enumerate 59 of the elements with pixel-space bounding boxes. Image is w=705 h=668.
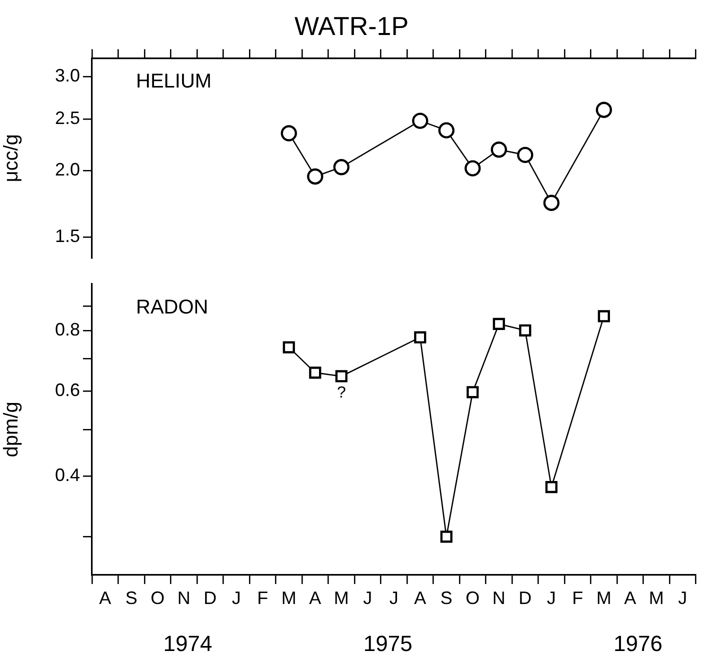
y-tick-label: 2.0 bbox=[54, 160, 80, 180]
point bbox=[307, 168, 324, 185]
point bbox=[543, 194, 560, 211]
x-tick-label: A bbox=[414, 588, 426, 608]
annotation: HELIUM bbox=[136, 70, 212, 93]
x-tick-label: J bbox=[546, 588, 556, 608]
x-tick-label: D bbox=[204, 588, 217, 608]
chart-title: WATR-1P bbox=[294, 10, 409, 41]
x-tick-label: O bbox=[150, 588, 165, 608]
point bbox=[519, 324, 532, 336]
y-axis-title: μcc/g bbox=[0, 134, 23, 182]
x2-tick-label: 1974 bbox=[163, 630, 212, 656]
y-tick-label: 0.6 bbox=[54, 380, 80, 400]
x-tick-label: M bbox=[648, 588, 664, 608]
point bbox=[596, 102, 612, 118]
y-tick-label: 3.0 bbox=[54, 66, 80, 86]
x-tick-label: D bbox=[518, 588, 532, 608]
x-tick-label: S bbox=[440, 588, 452, 608]
annotation: RADON bbox=[136, 296, 208, 318]
x-tick-label: J bbox=[232, 588, 241, 608]
x-tick-label: F bbox=[572, 588, 584, 608]
x-tick-label: N bbox=[492, 588, 506, 608]
point bbox=[598, 310, 610, 322]
x2-tick-label: 1975 bbox=[363, 630, 412, 656]
point bbox=[282, 341, 295, 354]
x-tick-label: N bbox=[177, 588, 190, 608]
point bbox=[335, 370, 348, 382]
x-tick-label: S bbox=[125, 588, 138, 608]
y-tick-label: 1.5 bbox=[54, 226, 80, 246]
x-tick-label: A bbox=[309, 588, 322, 608]
point bbox=[466, 386, 479, 398]
x-tick-label: A bbox=[99, 588, 112, 608]
y-axis-title: dpm/g bbox=[0, 402, 23, 458]
x-tick-label: M bbox=[281, 588, 296, 608]
x-tick-label: J bbox=[363, 588, 372, 608]
y-tick-label: 0.8 bbox=[54, 320, 80, 340]
point bbox=[438, 122, 455, 138]
x-tick-label: M bbox=[334, 588, 349, 608]
x-tick-label: J bbox=[389, 588, 398, 608]
data-label: ? bbox=[336, 384, 346, 402]
x-tick-label: O bbox=[466, 588, 480, 608]
point bbox=[490, 141, 508, 158]
point bbox=[545, 481, 558, 494]
x-tick-label: M bbox=[596, 588, 612, 608]
x-tick-label: A bbox=[624, 588, 636, 608]
x-tick-label: F bbox=[257, 588, 268, 608]
point bbox=[412, 112, 428, 129]
x2-tick-label: 1976 bbox=[614, 630, 662, 656]
point bbox=[464, 160, 481, 176]
point bbox=[333, 159, 350, 176]
point bbox=[309, 366, 322, 379]
y-tick-label: 0.4 bbox=[54, 465, 80, 486]
y-tick-label: 2.5 bbox=[54, 108, 80, 128]
x-tick-label: J bbox=[678, 588, 688, 608]
point bbox=[517, 146, 534, 164]
point bbox=[280, 125, 297, 142]
point bbox=[440, 530, 452, 543]
point bbox=[492, 318, 505, 330]
point bbox=[414, 331, 426, 344]
